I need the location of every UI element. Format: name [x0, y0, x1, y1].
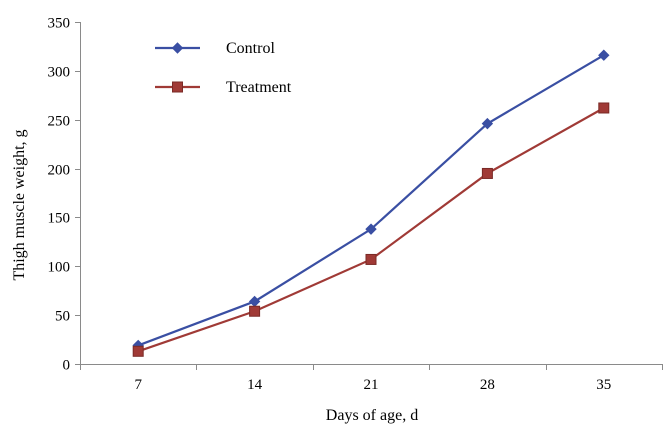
data-point	[249, 305, 261, 317]
x-tick-label: 14	[247, 377, 263, 393]
y-tick-label: 150	[48, 211, 71, 227]
legend-marker	[171, 42, 184, 54]
data-point	[481, 117, 494, 130]
data-point	[598, 49, 610, 61]
y-tick-label: 350	[48, 16, 71, 32]
series-line	[137, 54, 605, 347]
legend: Control Treatment	[155, 40, 292, 96]
series-control	[132, 49, 610, 352]
legend-item-treatment: Treatment	[155, 79, 292, 96]
legend-marker	[172, 81, 183, 93]
data-point	[365, 253, 377, 265]
x-axis-title: Days of age, d	[326, 407, 418, 424]
x-tick-label: 7	[134, 377, 142, 393]
series-treatment	[132, 102, 610, 357]
data-point	[132, 345, 144, 357]
data-point	[248, 295, 261, 308]
axes: 0 50 100 150 200 250 300 350 7 14 21 28 35	[48, 16, 663, 393]
y-tick-label: 250	[48, 114, 71, 130]
y-tick-label: 300	[48, 65, 71, 81]
x-tick-label: 28	[480, 377, 495, 393]
data-point	[365, 223, 377, 235]
x-tick-label: 21	[364, 377, 379, 393]
series-layer	[132, 49, 610, 357]
y-tick-label: 200	[48, 163, 71, 179]
y-tick-label: 100	[48, 260, 71, 276]
data-point	[481, 167, 493, 179]
data-point	[598, 102, 610, 114]
legend-label: Treatment	[226, 79, 292, 96]
x-tick-label: 35	[596, 377, 611, 393]
y-tick-label: 50	[55, 309, 70, 325]
legend-label: Control	[226, 40, 275, 57]
y-tick-label: 0	[63, 358, 71, 374]
legend-item-control: Control	[155, 40, 275, 57]
y-axis-title: Thigh muscle weight, g	[11, 129, 28, 280]
